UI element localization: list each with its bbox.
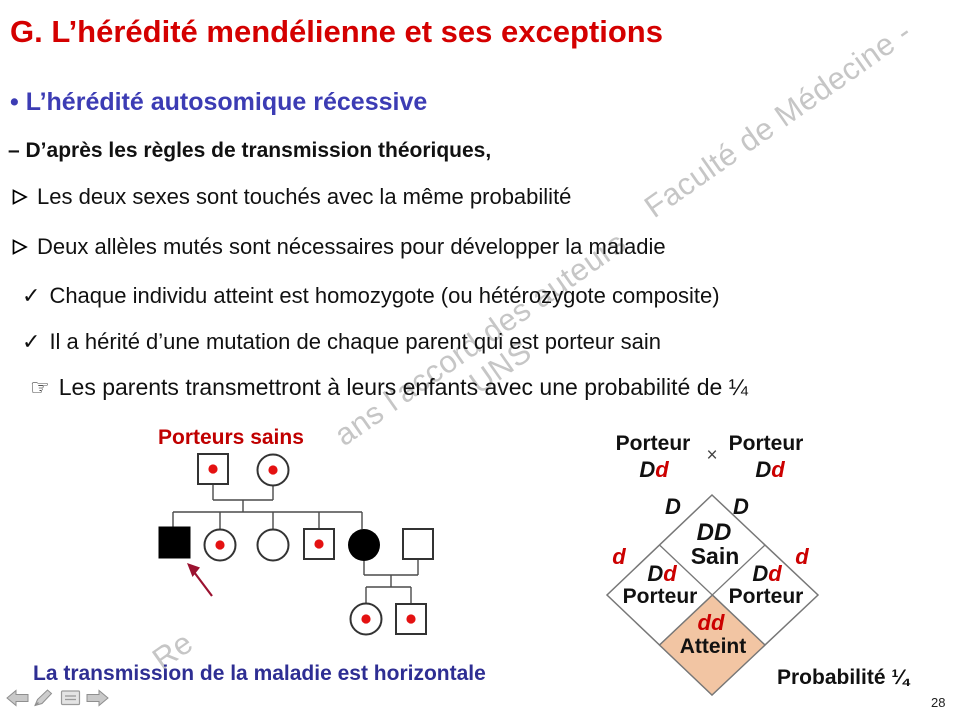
pedigree-diagram: [158, 453, 434, 636]
gen2-affected-female-symbol: [348, 529, 380, 561]
slide-title: G. L’hérédité mendélienne et ses excepti…: [10, 14, 663, 49]
page-number: 28: [931, 695, 946, 710]
cell-status-top: Sain: [691, 543, 740, 569]
allele-label-left: d: [612, 544, 626, 569]
gen2-carrier-male-symbol: [303, 528, 335, 560]
pedigree-label: Porteurs sains: [158, 426, 304, 449]
previous-slide-arrow-icon[interactable]: [6, 689, 29, 707]
punnett-inner-dividers: [659, 544, 766, 646]
gen2-affected-male-symbol: [158, 526, 191, 559]
section-subtitle: • L’hérédité autosomique récessive: [10, 88, 428, 116]
bullet-line: ✓ Il a hérité d’une mutation de chaque p…: [22, 329, 661, 355]
bullet-text: Deux allèles mutés sont nécessaires pour…: [37, 234, 666, 259]
cell-status-left: Porteur: [623, 585, 698, 608]
parent-genotype-left: Dd: [639, 457, 669, 482]
check-icon: ✓: [22, 329, 41, 354]
bullet-text: Il a hérité d’une mutation de chaque par…: [49, 329, 661, 354]
bullet-line: ✓ Chaque individu atteint est homozygote…: [22, 283, 720, 309]
next-slide-arrow-icon[interactable]: [86, 689, 109, 707]
cell-genotype-bottom: dd: [698, 610, 725, 635]
bullet-line: ☞ Les parents transmettront à leurs enfa…: [30, 374, 748, 401]
probability-label: Probabilité ¼: [777, 666, 910, 689]
parent-label-right: Porteur: [729, 432, 804, 455]
slide-menu-icon[interactable]: [59, 689, 82, 707]
cell-genotype-right: Dd: [752, 561, 782, 586]
pointing-hand-icon: ☞: [30, 374, 50, 400]
punnett-square-diagram: Porteur × Porteur Dd Dd D D d d DD Sain …: [605, 432, 910, 697]
bullet-line: Les deux sexes sont touchés avec la même…: [12, 184, 571, 210]
pedigree-caption: La transmission de la maladie est horizo…: [33, 662, 486, 685]
carrier-dot: [361, 614, 371, 624]
bullet-text: Les deux sexes sont touchés avec la même…: [37, 184, 572, 209]
carrier-dot: [406, 614, 416, 624]
arrowhead-bullet-icon: [12, 189, 28, 205]
intro-line: – D’après les règles de transmission thé…: [8, 139, 492, 162]
proband-arrow-icon: [187, 563, 213, 597]
carrier-dot: [314, 539, 324, 549]
parent-genotype-right: Dd: [755, 457, 785, 482]
slideshow-nav-toolbar: [6, 689, 109, 707]
check-icon: ✓: [22, 283, 41, 308]
cell-status-right: Porteur: [729, 585, 804, 608]
cell-genotype-top: DD: [697, 519, 732, 546]
cell-status-bottom: Atteint: [680, 635, 747, 658]
carrier-dot: [215, 540, 225, 550]
carrier-dot: [208, 464, 218, 474]
arrowhead-bullet-icon: [12, 239, 28, 255]
gen2-unaffected-female-symbol: [256, 528, 290, 562]
carrier-dot: [268, 465, 278, 475]
allele-label-top-left: D: [665, 494, 681, 519]
pen-tool-icon[interactable]: [33, 689, 55, 707]
cross-symbol: ×: [706, 445, 717, 466]
bullet-line: Deux allèles mutés sont nécessaires pour…: [12, 234, 666, 260]
parent-label-left: Porteur: [616, 432, 691, 455]
allele-label-top-right: D: [733, 494, 749, 519]
gen2-unaffected-spouse-male-symbol: [402, 528, 434, 560]
watermark-fragment: Faculté de Médecine -: [638, 14, 918, 225]
bullet-text: Chaque individu atteint est homozygote (…: [49, 283, 720, 308]
bullet-text: Les parents transmettront à leurs enfant…: [58, 374, 748, 400]
cell-genotype-left: Dd: [647, 561, 677, 586]
allele-label-right: d: [795, 544, 809, 569]
pedigree-connectors: [172, 484, 419, 604]
